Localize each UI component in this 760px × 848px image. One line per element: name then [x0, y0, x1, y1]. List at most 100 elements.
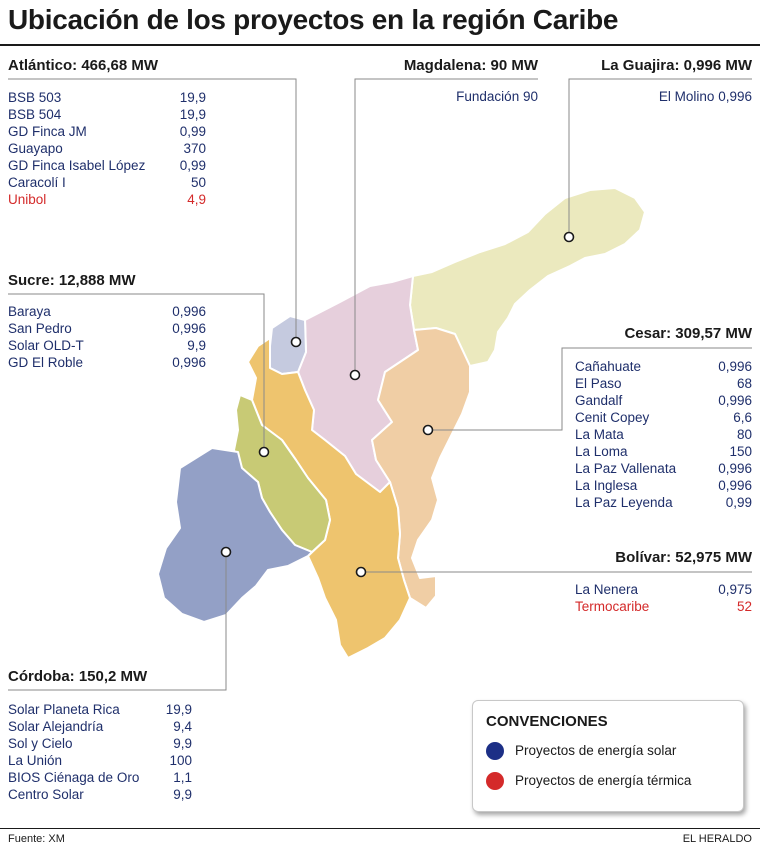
project-value: 9,9 [173, 787, 192, 802]
project-name: Cenit Copey [575, 410, 650, 425]
project-magdalena: Fundación 90 [372, 89, 538, 104]
project-name: Cañahuate [575, 359, 642, 374]
project-value: 9,9 [187, 338, 206, 353]
project-name: GD El Roble [8, 355, 84, 370]
project-row: Unibol 4,9 [8, 191, 206, 208]
project-value: 100 [169, 753, 192, 768]
project-value: 0,99 [725, 495, 752, 510]
leader-lines [8, 78, 752, 691]
dept-title-cordoba: Córdoba: 150,2 MW [8, 668, 148, 685]
project-value: 9,4 [173, 719, 192, 734]
marker-atlantico [290, 336, 302, 348]
location-markers [220, 231, 575, 578]
project-value: 1,1 [173, 770, 192, 785]
project-name: La Mata [575, 427, 624, 442]
project-value: 0,975 [718, 582, 752, 597]
project-row: La Paz Vallenata 0,996 [575, 460, 752, 477]
project-value: 0,99 [179, 124, 206, 139]
project-name: La Nenera [575, 582, 639, 597]
project-value: 19,9 [165, 702, 192, 717]
legend-solar-dot-icon [486, 742, 504, 760]
project-row: Gandalf 0,996 [575, 392, 752, 409]
legend-title: CONVENCIONES [486, 713, 608, 730]
project-name: El Molino [658, 89, 715, 104]
marker-bolivar [355, 566, 367, 578]
project-name: Unibol [8, 192, 47, 207]
project-list-atlantico: BSB 503 19,9 BSB 504 19,9 GD Finca JM 0,99 Gua… [8, 89, 206, 208]
project-value: 0,996 [718, 461, 752, 476]
project-name: GD Finca JM [8, 124, 87, 139]
project-row: San Pedro 0,996 [8, 320, 206, 337]
project-name: Solar Alejandría [8, 719, 104, 734]
brand-credit: EL HERALDO [682, 833, 752, 845]
region-atlantico [269, 315, 307, 375]
legend-box: CONVENCIONES Proyectos de energía solar … [472, 700, 744, 812]
project-row: El Paso 68 [575, 375, 752, 392]
marker-la-guajira [563, 231, 575, 243]
legend-thermal-label: Proyectos de energía térmica [515, 773, 692, 788]
project-name: La Inglesa [575, 478, 638, 493]
project-name: Sol y Cielo [8, 736, 73, 751]
project-value: 150 [729, 444, 752, 459]
project-value: 50 [190, 175, 206, 190]
project-name: La Paz Vallenata [575, 461, 677, 476]
project-row: GD El Roble 0,996 [8, 354, 206, 371]
project-list-sucre: Baraya 0,996 San Pedro 0,996 Solar OLD-T 9,9 G… [8, 303, 206, 371]
project-value: 80 [736, 427, 752, 442]
legend-solar-label: Proyectos de energía solar [515, 743, 677, 758]
leader-sucre [8, 293, 265, 452]
leader-magdalena [354, 78, 538, 375]
project-value: 0,996 [172, 321, 206, 336]
project-row: Baraya 0,996 [8, 303, 206, 320]
project-name: La Paz Leyenda [575, 495, 673, 510]
project-name: El Paso [575, 376, 622, 391]
project-value: 0,996 [718, 89, 752, 104]
project-name: GD Finca Isabel López [8, 158, 146, 173]
marker-magdalena [349, 369, 361, 381]
project-row: Cañahuate 0,996 [575, 358, 752, 375]
project-value: 52 [736, 599, 752, 614]
project-row: La Mata 80 [575, 426, 752, 443]
leader-la-guajira [568, 78, 752, 237]
project-row: Centro Solar 9,9 [8, 786, 192, 803]
dept-title-sucre: Sucre: 12,888 MW [8, 272, 136, 289]
project-name: Centro Solar [8, 787, 84, 802]
project-la-guajira: El Molino 0,996 [572, 89, 752, 104]
project-value: 0,996 [172, 355, 206, 370]
project-name: Fundación [456, 89, 520, 104]
project-row: La Inglesa 0,996 [575, 477, 752, 494]
project-name: La Loma [575, 444, 628, 459]
legend-thermal-dot-icon [486, 772, 504, 790]
leader-atlantico [8, 78, 297, 342]
project-name: Gandalf [575, 393, 623, 408]
project-row: BSB 504 19,9 [8, 106, 206, 123]
leader-cesar [428, 347, 752, 431]
dept-title-cesar: Cesar: 309,57 MW [624, 325, 752, 342]
project-row: BIOS Ciénaga de Oro 1,1 [8, 769, 192, 786]
project-value: 0,996 [718, 478, 752, 493]
footer-rule [0, 828, 760, 829]
project-row: La Nenera 0,975 [575, 581, 752, 598]
project-row: La Unión 100 [8, 752, 192, 769]
project-row: Solar Planeta Rica 19,9 [8, 701, 192, 718]
dept-title-la-guajira: La Guajira: 0,996 MW [601, 57, 752, 74]
leader-cordoba [8, 552, 227, 691]
project-name: San Pedro [8, 321, 72, 336]
project-row: Termocaribe 52 [575, 598, 752, 615]
project-row: Solar Alejandría 9,4 [8, 718, 192, 735]
project-name: Guayapo [8, 141, 63, 156]
project-row: GD Finca JM 0,99 [8, 123, 206, 140]
dept-title-atlantico: Atlántico: 466,68 MW [8, 57, 159, 74]
project-row: La Loma 150 [575, 443, 752, 460]
project-name: BIOS Ciénaga de Oro [8, 770, 140, 785]
title-rule [0, 44, 760, 46]
project-name: Caracolí I [8, 175, 66, 190]
project-value: 0,996 [718, 393, 752, 408]
source-credit: Fuente: XM [8, 833, 65, 845]
project-name: BSB 504 [8, 107, 62, 122]
project-name: Solar Planeta Rica [8, 702, 120, 717]
project-list-cesar: Cañahuate 0,996 El Paso 68 Gandalf 0,996 Cenit… [575, 358, 752, 511]
project-name: Termocaribe [575, 599, 650, 614]
project-name: BSB 503 [8, 90, 62, 105]
